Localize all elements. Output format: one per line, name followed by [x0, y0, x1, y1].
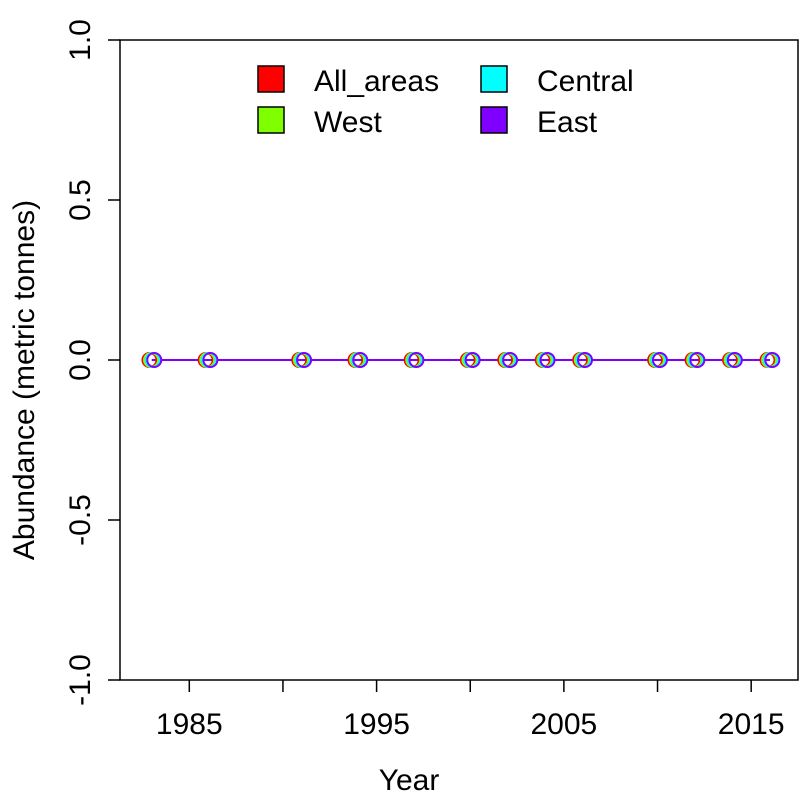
- x-tick-label-1995: 1995: [343, 708, 410, 741]
- point-East-2016: [764, 352, 781, 368]
- y-tick-label--1.0: -1.0: [64, 654, 97, 706]
- point-East-1983: [146, 352, 163, 368]
- legend-label-West: West: [314, 106, 382, 139]
- y-axis-label: Abundance (metric tonnes): [8, 200, 41, 560]
- y-axis: -1.0 -0.5 0.0 0.5 1.0: [64, 19, 120, 706]
- y-tick-label-0.5: 0.5: [64, 179, 97, 221]
- point-East-1997: [408, 352, 425, 368]
- legend-swatch-All_areas: [257, 65, 285, 93]
- x-axis-label: Year: [379, 764, 440, 797]
- point-East-2006: [577, 352, 594, 368]
- y-tick-label-1.0: 1.0: [64, 19, 97, 61]
- point-East-2012: [689, 352, 706, 368]
- x-tick-label-1985: 1985: [156, 708, 223, 741]
- legend: All_areas Central West East: [257, 65, 634, 139]
- legend-label-East: East: [537, 106, 598, 139]
- legend-swatch-West: [257, 106, 285, 134]
- y-tick-label-0.0: 0.0: [64, 339, 97, 381]
- point-East-2004: [539, 352, 556, 368]
- series-points: [141, 352, 781, 368]
- x-tick-label-2005: 2005: [531, 708, 598, 741]
- point-East-1986: [202, 352, 219, 368]
- point-East-1994: [352, 352, 369, 368]
- point-East-2014: [726, 352, 743, 368]
- legend-label-All_areas: All_areas: [314, 65, 439, 98]
- legend-swatch-East: [480, 106, 508, 134]
- legend-swatch-Central: [480, 65, 508, 93]
- point-East-2000: [464, 352, 481, 368]
- legend-label-Central: Central: [537, 65, 634, 98]
- point-East-2002: [502, 352, 519, 368]
- x-axis: 1985 1995 2005 2015: [156, 680, 785, 741]
- x-tick-label-2015: 2015: [718, 708, 785, 741]
- point-East-2010: [651, 352, 668, 368]
- point-East-1991: [296, 352, 313, 368]
- y-tick-label--0.5: -0.5: [64, 494, 97, 546]
